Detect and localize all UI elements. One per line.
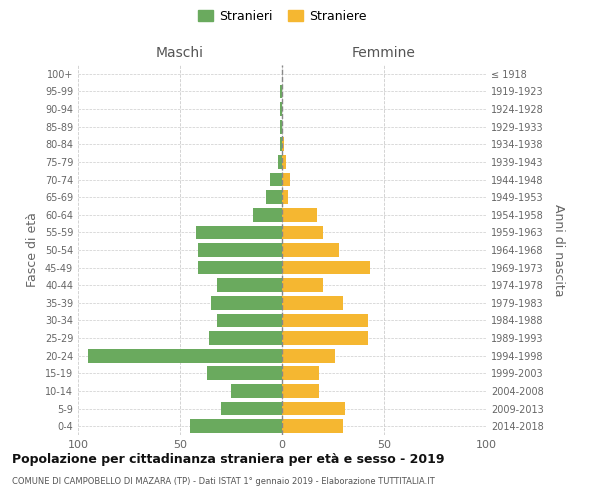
Bar [280, 102, 282, 116]
Bar [282, 226, 323, 239]
Bar [282, 331, 368, 345]
Bar [282, 349, 335, 362]
Bar [282, 366, 319, 380]
Bar [282, 155, 286, 169]
Bar [206, 366, 282, 380]
Bar [211, 296, 282, 310]
Bar [280, 138, 282, 151]
Bar [282, 296, 343, 310]
Bar [199, 260, 282, 274]
Bar [231, 384, 282, 398]
Bar [280, 120, 282, 134]
Bar [266, 190, 282, 204]
Text: COMUNE DI CAMPOBELLO DI MAZARA (TP) - Dati ISTAT 1° gennaio 2019 - Elaborazione : COMUNE DI CAMPOBELLO DI MAZARA (TP) - Da… [12, 478, 435, 486]
Bar [280, 84, 282, 98]
Bar [196, 226, 282, 239]
Bar [282, 208, 317, 222]
Bar [199, 243, 282, 257]
Bar [282, 384, 319, 398]
Bar [88, 349, 282, 362]
Bar [282, 314, 368, 328]
Bar [217, 278, 282, 292]
Bar [221, 402, 282, 415]
Bar [282, 172, 290, 186]
Bar [190, 420, 282, 433]
Text: Maschi: Maschi [156, 46, 204, 60]
Legend: Stranieri, Straniere: Stranieri, Straniere [193, 4, 371, 28]
Bar [282, 138, 284, 151]
Bar [217, 314, 282, 328]
Bar [270, 172, 282, 186]
Y-axis label: Fasce di età: Fasce di età [26, 212, 39, 288]
Bar [209, 331, 282, 345]
Text: Popolazione per cittadinanza straniera per età e sesso - 2019: Popolazione per cittadinanza straniera p… [12, 452, 445, 466]
Bar [253, 208, 282, 222]
Bar [282, 278, 323, 292]
Bar [282, 420, 343, 433]
Bar [282, 260, 370, 274]
Bar [278, 155, 282, 169]
Bar [282, 402, 345, 415]
Text: Femmine: Femmine [352, 46, 416, 60]
Bar [282, 190, 288, 204]
Bar [282, 243, 339, 257]
Y-axis label: Anni di nascita: Anni di nascita [552, 204, 565, 296]
